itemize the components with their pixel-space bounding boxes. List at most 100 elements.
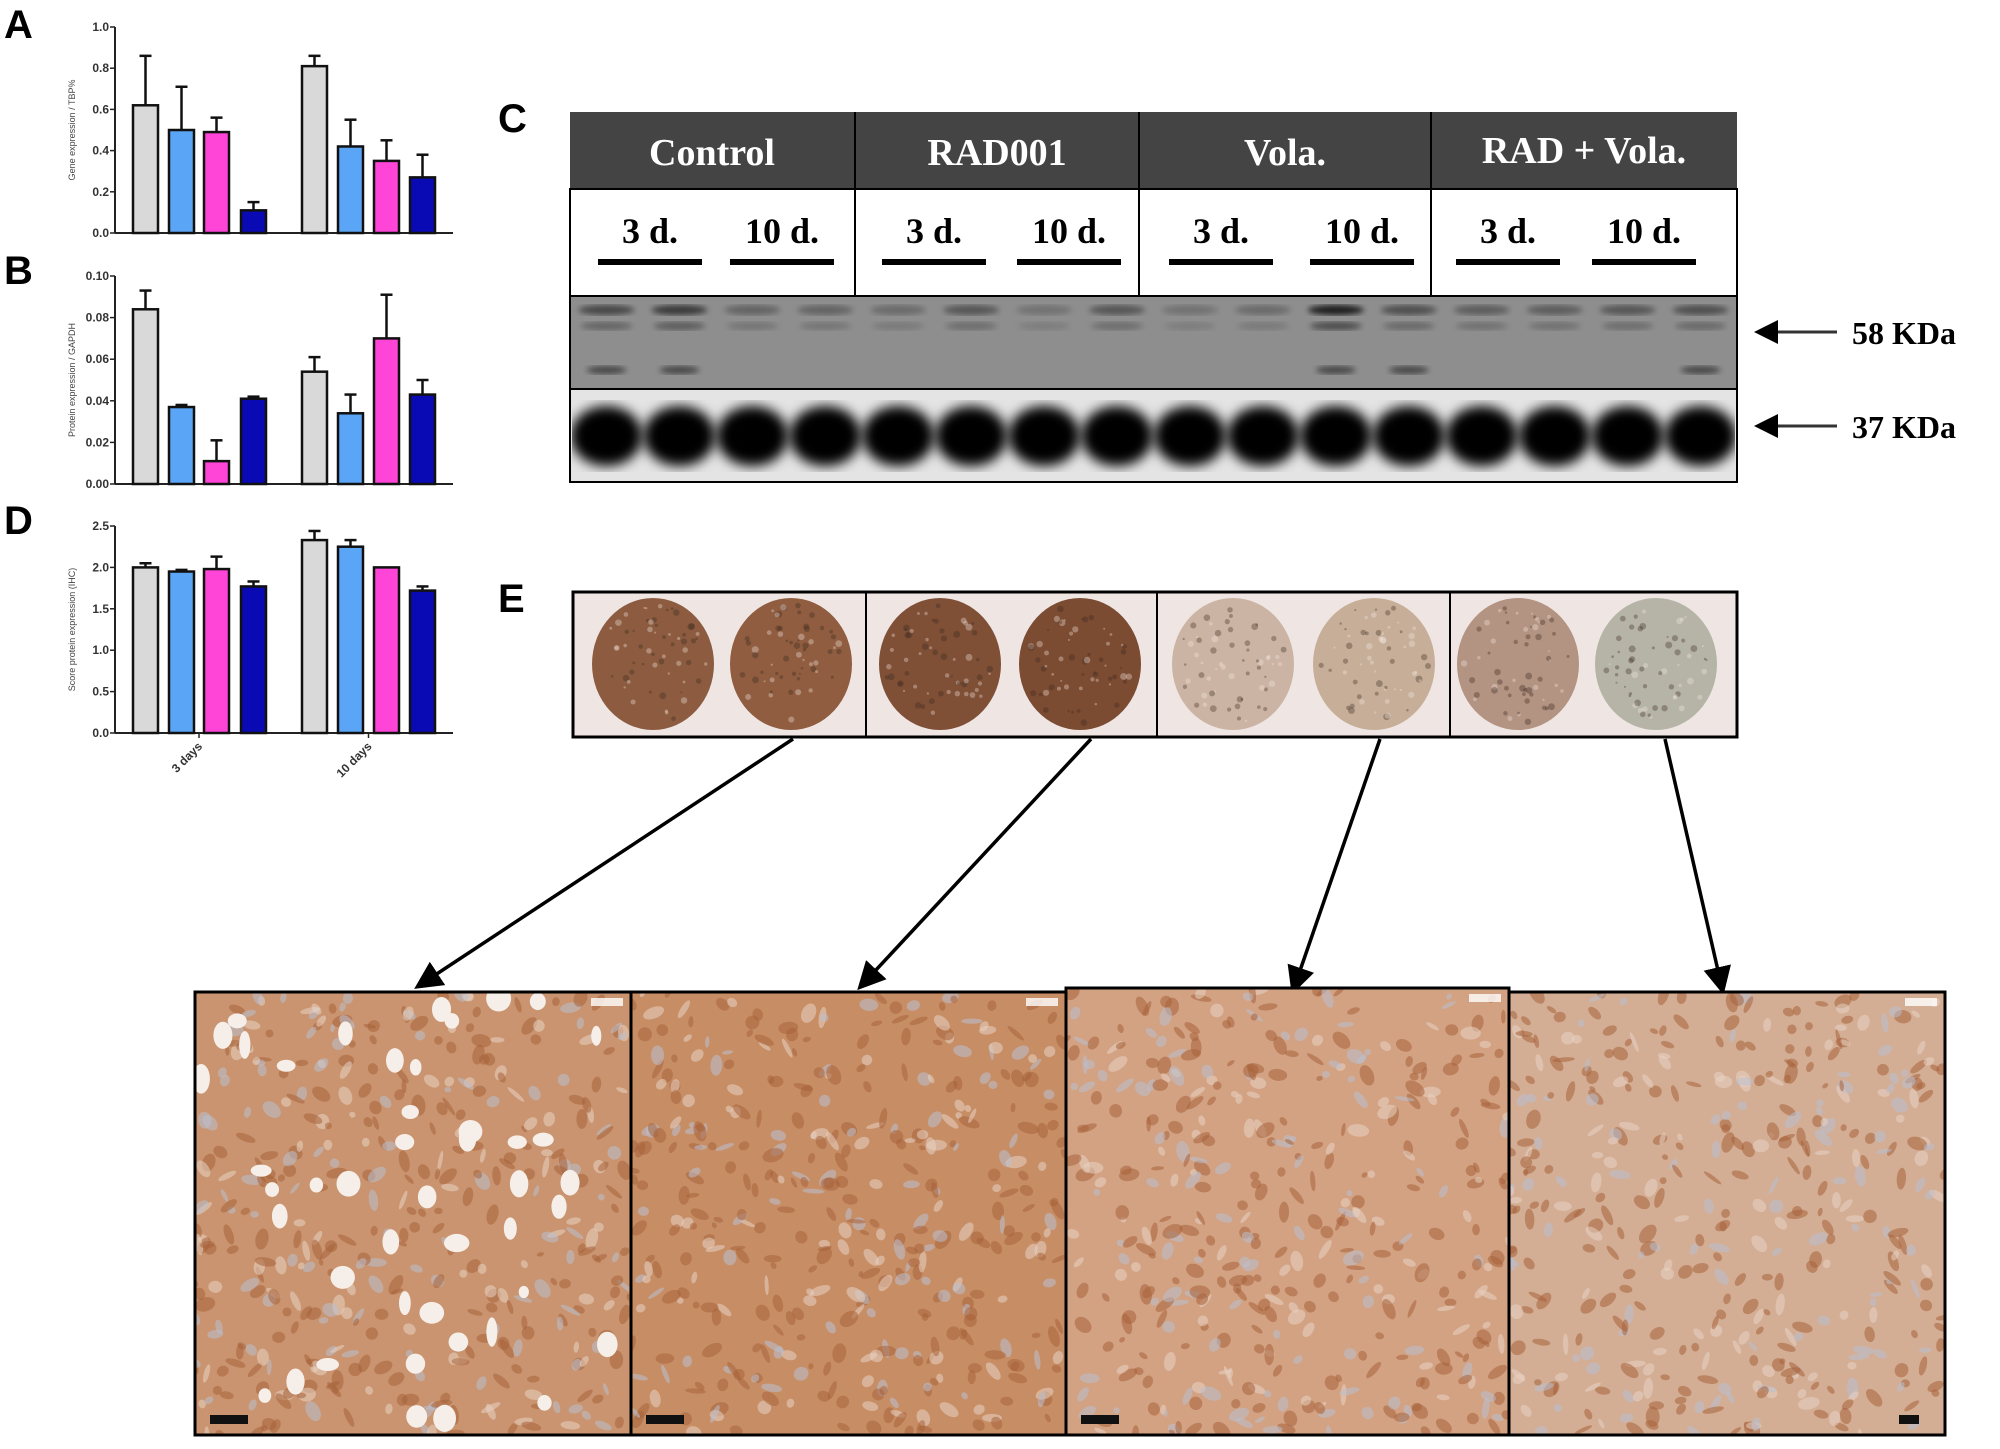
cell — [879, 1385, 888, 1396]
tma-texture — [1406, 709, 1409, 712]
tma-texture — [1266, 654, 1271, 659]
arrow-icon — [1663, 738, 1731, 995]
tma-texture — [1384, 712, 1391, 719]
cell — [1263, 1390, 1272, 1398]
cell — [1526, 1109, 1541, 1129]
cell — [316, 1015, 327, 1027]
cell — [702, 1342, 723, 1358]
cell — [1523, 1165, 1536, 1175]
cell — [1426, 1022, 1439, 1031]
cell — [1216, 1245, 1227, 1261]
cell — [1839, 1310, 1849, 1320]
cell — [751, 1374, 760, 1383]
cell — [272, 1331, 286, 1343]
cell — [705, 1036, 710, 1048]
cell — [1622, 1269, 1636, 1280]
tma-texture — [1524, 642, 1529, 647]
cell — [1553, 1382, 1558, 1396]
cell — [1824, 1039, 1834, 1051]
cell — [444, 1086, 452, 1093]
tma-texture — [1087, 652, 1091, 657]
y-tick-label: 0.08 — [86, 311, 110, 325]
cell — [876, 1228, 886, 1241]
cell — [1264, 1293, 1284, 1306]
cell — [437, 1150, 444, 1172]
tma-texture — [1359, 663, 1363, 666]
cell — [1887, 1251, 1900, 1272]
cell — [1069, 1006, 1081, 1020]
cell — [1455, 1137, 1469, 1150]
cell — [826, 1131, 839, 1151]
cell — [1320, 1225, 1334, 1239]
cell — [1923, 1143, 1935, 1151]
cell — [690, 1049, 704, 1062]
tma-texture — [1229, 642, 1235, 648]
y-tick-label: 0.02 — [86, 435, 110, 449]
tma-texture — [1460, 660, 1468, 667]
cell — [521, 1125, 527, 1133]
cell — [568, 1404, 583, 1414]
cell — [195, 1297, 216, 1312]
cell — [1007, 1358, 1025, 1372]
cell — [596, 1124, 611, 1136]
cell — [617, 1032, 627, 1040]
cell — [592, 1394, 604, 1404]
cell — [1436, 1348, 1451, 1367]
cell — [219, 1391, 234, 1400]
vacuole — [486, 992, 512, 1012]
cell — [369, 1035, 377, 1045]
cell — [1891, 1097, 1908, 1113]
cell — [1189, 1156, 1208, 1164]
tma-texture — [1513, 639, 1518, 645]
cell — [1765, 1070, 1773, 1078]
cell — [1131, 1261, 1141, 1272]
cell — [1066, 1154, 1082, 1167]
cell — [287, 1253, 298, 1267]
tma-texture — [1027, 644, 1035, 651]
y-tick-label: 0.6 — [92, 102, 109, 116]
cell — [1266, 1137, 1277, 1147]
cell — [1119, 1337, 1126, 1343]
cell — [1730, 1427, 1742, 1435]
tma-texture — [760, 670, 764, 674]
cell — [1796, 1127, 1806, 1146]
tma-texture — [1647, 713, 1652, 718]
cell — [1388, 1396, 1401, 1410]
cell — [1768, 1176, 1779, 1195]
cell — [1011, 1069, 1025, 1087]
cell — [514, 997, 522, 1013]
cell — [241, 1174, 263, 1186]
tma-texture — [1236, 716, 1242, 721]
tma-texture — [643, 606, 646, 609]
tma-texture — [1374, 608, 1378, 611]
timepoint-label: 10 d. — [1325, 211, 1399, 251]
cell — [922, 1244, 935, 1252]
cell — [1629, 1032, 1639, 1053]
cell — [1561, 1031, 1575, 1045]
cell — [472, 1006, 481, 1018]
tma-texture — [1318, 662, 1324, 668]
cell — [1674, 1396, 1687, 1405]
cell — [1134, 1367, 1144, 1376]
cell — [1784, 1059, 1795, 1066]
tma-texture — [1522, 692, 1526, 696]
cell — [493, 1373, 510, 1389]
cell — [1904, 1400, 1920, 1412]
cell — [1254, 1416, 1265, 1423]
cell — [909, 1016, 928, 1026]
cell — [1409, 1072, 1419, 1081]
tma-texture — [779, 675, 784, 680]
cell — [1649, 1085, 1662, 1098]
tma-texture — [1346, 705, 1351, 711]
cell — [1813, 1409, 1829, 1419]
cell — [1097, 1069, 1108, 1082]
cell — [1588, 1006, 1602, 1020]
tma-texture — [1359, 699, 1365, 705]
cell — [917, 1072, 932, 1086]
tma-texture — [935, 603, 941, 609]
cell — [1446, 993, 1452, 1000]
cell — [869, 1349, 883, 1363]
cell — [1619, 1284, 1633, 1293]
tma-texture — [1642, 706, 1648, 712]
cell — [1785, 1375, 1794, 1385]
